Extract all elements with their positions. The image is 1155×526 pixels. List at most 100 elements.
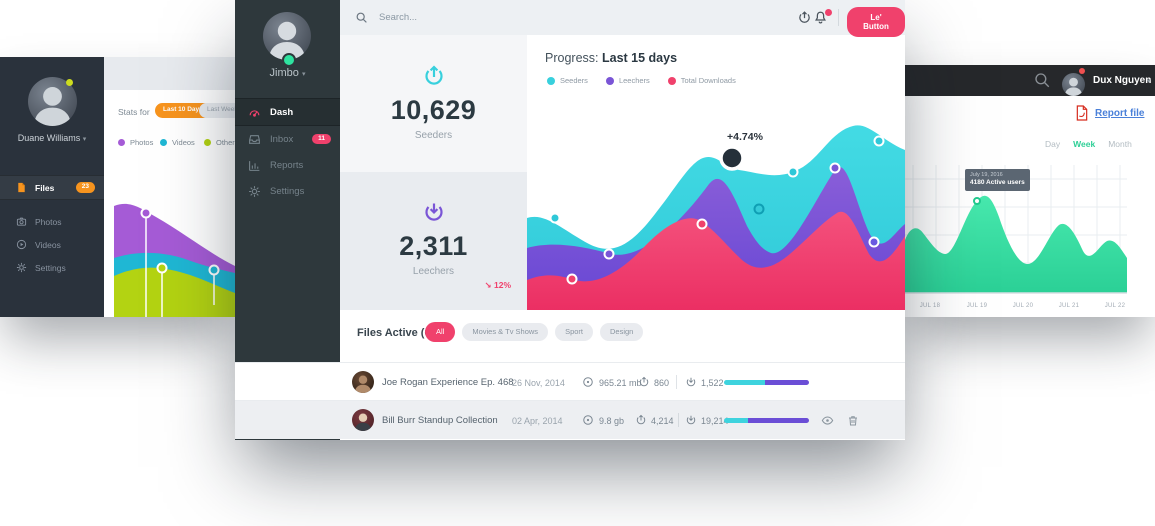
tab-week[interactable]: Week	[1073, 139, 1096, 149]
legend-dot-seeders	[547, 76, 555, 85]
avatar	[352, 371, 374, 393]
divider	[838, 9, 839, 26]
x-axis-label: JUL 21	[1058, 303, 1080, 309]
bell-icon[interactable]	[813, 10, 828, 25]
sidebar-item-dash[interactable]: Dash	[235, 98, 340, 126]
sidebar-item-label: Reports	[270, 159, 304, 171]
divider	[678, 413, 679, 427]
search-icon[interactable]	[355, 11, 368, 24]
left-sidebar: Duane Williams ▾ Files 23 Photos Videos …	[0, 57, 104, 317]
sidebar-item-reports[interactable]: Reports	[235, 152, 340, 178]
main-dashboard-panel: Jimbo ▾ Dash Inbox 11 Reports Settings	[235, 0, 905, 440]
chip-movies[interactable]: Movies & Tv Shows	[462, 323, 549, 341]
chart-annotation: +4.74%	[727, 131, 763, 143]
eye-icon[interactable]	[821, 414, 834, 427]
sidebar-item-label: Files	[35, 182, 55, 193]
progress-title: Progress: Last 15 days	[545, 51, 678, 65]
le-button[interactable]: Le' Button	[847, 7, 905, 37]
divider	[676, 375, 677, 389]
play-circle-icon	[16, 239, 27, 250]
bar-chart-icon	[248, 159, 261, 172]
filter-chips: All Movies & Tv Shows Sport Design	[425, 322, 644, 342]
user-name[interactable]: Duane Williams ▾	[17, 133, 87, 143]
legend-item: Others	[204, 138, 235, 147]
avatar	[1062, 73, 1085, 96]
file-date: 02 Apr, 2014	[512, 416, 563, 426]
pdf-icon	[1075, 105, 1089, 121]
file-row[interactable]: Joe Rogan Experience Ep. 468 26 Nov, 201…	[235, 362, 905, 401]
highlight-point[interactable]	[719, 145, 745, 171]
cloud-upload-icon	[638, 376, 650, 388]
right-dashboard-panel: Dux Nguyen ▾ Report file Day Week Month …	[905, 65, 1155, 317]
file-date: 26 Nov, 2014	[512, 378, 565, 388]
status-dot	[282, 53, 296, 67]
search-icon[interactable]	[1033, 71, 1051, 89]
upload-icon[interactable]	[797, 10, 812, 25]
disc-icon	[582, 414, 594, 426]
file-size: 965.21 mb	[599, 378, 642, 388]
seeders-card: 10,629 Seeders	[340, 35, 527, 172]
leechers-value: 2,311	[399, 231, 468, 261]
sidebar-item-label: Inbox	[270, 133, 294, 145]
gear-icon	[248, 185, 261, 198]
dashboard-icon	[248, 106, 261, 119]
trend-down-icon: ↘	[484, 280, 492, 290]
avatar	[352, 409, 374, 431]
upload-count: 860	[654, 378, 670, 388]
chip-design[interactable]: Design	[600, 323, 644, 341]
sidebar-item-files[interactable]: Files 23	[0, 175, 104, 200]
sidebar-item-inbox[interactable]: Inbox 11	[235, 126, 340, 152]
legend-dot-leechers	[605, 76, 614, 85]
progress-bar	[724, 418, 809, 423]
chip-all[interactable]: All	[425, 322, 456, 342]
x-axis-label: JUL 19	[966, 303, 988, 309]
range-chip-active[interactable]: Last 10 Days	[155, 103, 211, 118]
range-tabs: Day Week Month	[1045, 139, 1132, 149]
range-chip[interactable]: Last Week	[199, 103, 235, 118]
legend-dot-others	[204, 139, 211, 146]
leechers-card: 2,311 Leechers ↘ 12%	[340, 172, 527, 310]
download-count: 1,522	[701, 378, 724, 388]
legend-dot-photos	[118, 139, 125, 146]
tab-day[interactable]: Day	[1045, 139, 1061, 149]
chevron-down-icon: ▾	[82, 136, 87, 143]
cloud-download-icon	[685, 414, 697, 426]
disc-icon	[582, 376, 594, 388]
sidebar-item-label: Photos	[35, 216, 62, 227]
stats-header-band	[104, 57, 235, 90]
sidebar-item-photos[interactable]: Photos	[0, 210, 104, 233]
chart-tooltip: July 19, 2016 4180 Active users	[965, 169, 1030, 192]
report-file-link[interactable]: Report file	[1075, 105, 1144, 121]
file-icon	[16, 182, 27, 193]
leechers-label: Leechers	[412, 266, 455, 277]
sidebar-item-label: Settings	[270, 185, 305, 197]
tooltip-date: July 19, 2016	[970, 172, 1003, 178]
tab-month[interactable]: Month	[1108, 139, 1132, 149]
x-axis-label: JUL 18	[919, 303, 941, 309]
status-dot	[66, 79, 73, 86]
legend-dot-videos	[160, 139, 167, 146]
file-row[interactable]: Bill Burr Standup Collection 02 Apr, 201…	[235, 400, 905, 439]
sidebar-item-settings[interactable]: Settings	[0, 256, 104, 279]
file-title: Joe Rogan Experience Ep. 468	[382, 377, 514, 388]
active-users-chart	[905, 165, 1127, 294]
sidebar-item-settings[interactable]: Settings	[235, 178, 340, 204]
files-title: Files Active (6)	[357, 327, 435, 339]
progress-area-chart	[527, 125, 905, 310]
trash-icon[interactable]	[847, 414, 859, 427]
file-title: Bill Burr Standup Collection	[382, 415, 498, 426]
chip-sport[interactable]: Sport	[555, 323, 593, 341]
cloud-upload-icon	[422, 64, 446, 88]
leechers-delta: ↘ 12%	[484, 280, 511, 290]
avatar	[263, 12, 311, 60]
file-size: 9.8 gb	[599, 416, 625, 426]
user-name[interactable]: Jimbo ▾	[269, 67, 306, 79]
user-name[interactable]: Dux Nguyen	[1093, 75, 1152, 86]
chevron-down-icon: ▾	[301, 71, 306, 78]
sidebar-item-videos[interactable]: Videos	[0, 233, 104, 256]
tooltip-value: 4180 Active users	[970, 179, 1025, 187]
search-input[interactable]	[377, 11, 531, 24]
files-count-badge: 23	[75, 182, 95, 193]
left-stats-panel: Stats for Last 10 Days Last Week Photos …	[104, 57, 235, 317]
stacked-area-chart	[114, 203, 235, 317]
